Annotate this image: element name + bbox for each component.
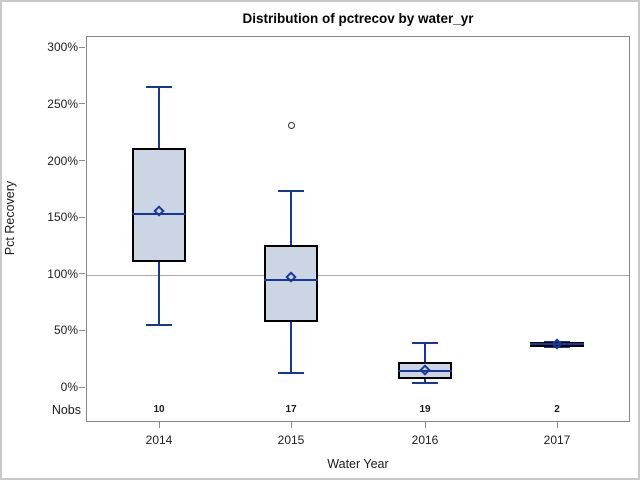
median-line	[530, 342, 584, 345]
iqr-box	[264, 245, 318, 323]
y-tick-label: 50%	[53, 323, 78, 338]
whisker-cap-high	[146, 85, 172, 88]
y-tick-mark	[79, 216, 85, 218]
whisker-cap-low	[278, 372, 304, 375]
x-category-label: 2017	[543, 433, 571, 447]
median-line	[264, 279, 318, 282]
iqr-box	[132, 147, 186, 263]
x-tick-mark	[424, 422, 426, 428]
outlier-marker	[287, 121, 295, 129]
x-tick-mark	[158, 422, 160, 428]
whisker-cap-high	[278, 189, 304, 192]
y-tick-mark	[79, 273, 85, 275]
y-tick-mark	[79, 46, 85, 48]
nobs-value: 19	[419, 404, 431, 415]
x-axis-label: Water Year	[327, 457, 389, 471]
y-tick-label: 200%	[47, 153, 78, 168]
plot-area	[86, 36, 630, 422]
x-category-label: 2015	[277, 433, 305, 447]
y-tick-label: 0%	[60, 380, 78, 394]
x-category-label: 2016	[411, 433, 439, 447]
x-tick-mark	[556, 422, 558, 428]
nobs-value: 10	[153, 404, 165, 415]
nobs-value: 17	[285, 404, 297, 415]
y-tick-label: 300%	[47, 40, 78, 55]
whisker-cap-high	[412, 341, 438, 344]
whisker-cap-low	[412, 382, 438, 385]
y-axis-label: Pct Recovery	[3, 180, 17, 256]
nobs-row-label: Nobs	[51, 403, 81, 417]
y-tick-mark	[79, 386, 85, 388]
y-tick-label: 100%	[47, 266, 78, 281]
y-tick-label: 150%	[47, 210, 78, 225]
x-tick-mark	[290, 422, 292, 428]
chart-title: Distribution of pctrecov by water_yr	[242, 11, 474, 26]
whisker-cap-low	[544, 346, 570, 349]
median-line	[398, 370, 452, 372]
median-line	[132, 212, 186, 215]
whisker-cap-low	[146, 323, 172, 326]
x-category-label: 2014	[145, 433, 173, 447]
y-tick-mark	[79, 103, 85, 105]
y-tick-mark	[79, 329, 85, 331]
y-tick-mark	[79, 160, 85, 162]
nobs-value: 2	[554, 404, 560, 415]
y-tick-label: 250%	[47, 96, 78, 111]
reference-line-100pct	[87, 274, 629, 276]
